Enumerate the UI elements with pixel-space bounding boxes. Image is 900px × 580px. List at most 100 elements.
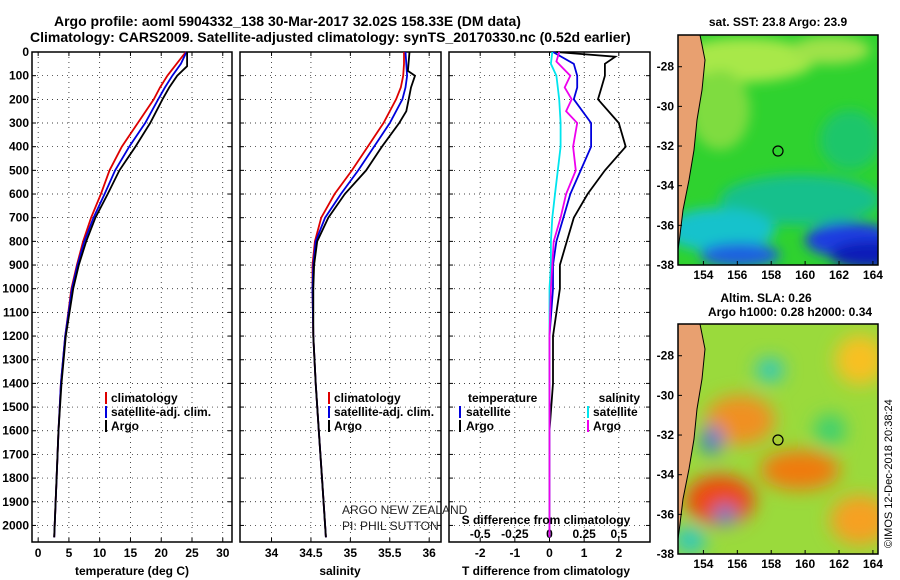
salinity-panel (239, 51, 442, 543)
map-x-tick-label: 158 (761, 557, 781, 571)
sst-coastline (678, 35, 706, 251)
credit-text: ARGO NEW ZEALAND (342, 503, 468, 517)
sla-high-patch (830, 495, 878, 545)
map-y-tick-label: -38 (657, 547, 675, 561)
map-y-tick-label: -36 (657, 218, 675, 232)
sla-high-patch (760, 450, 840, 490)
sst-warm-patch (690, 70, 750, 150)
x-tick-label: 30 (216, 546, 230, 560)
sla-map (678, 324, 878, 554)
depth-tick-label: 800 (9, 234, 29, 248)
sst-argo-marker (772, 145, 784, 157)
x-tick-label: 35.5 (378, 546, 402, 560)
sst-land (678, 35, 705, 250)
sla-map-frame (677, 323, 879, 555)
sla-map-title2: Argo h1000: 0.28 h2000: 0.34 (708, 305, 872, 319)
sla-coastline (678, 324, 706, 540)
depth-tick-label: 1800 (2, 471, 29, 485)
depth-tick-label: 1500 (2, 400, 29, 414)
top-x-tick-label: 0.25 (572, 527, 596, 541)
depth-tick-label: 700 (9, 211, 29, 225)
map-y-tick-label: -32 (657, 139, 675, 153)
tick-marks (32, 51, 650, 542)
x-tick-label: 36 (422, 546, 436, 560)
dotted-grid (32, 51, 650, 542)
legend-satellite: satellite-adj. clim. (334, 405, 434, 419)
depth-tick-label: 0 (22, 45, 29, 59)
series-line-satellite-adj-clim- (311, 51, 409, 538)
x-tick-label: 10 (93, 546, 107, 560)
sla-low-patch (702, 426, 722, 454)
legend-s-argo: Argo (593, 419, 621, 433)
sst-warm-patch (678, 38, 815, 82)
map-x-tick-label: 162 (829, 557, 849, 571)
depth-tick-label: 1900 (2, 495, 29, 509)
map-y-tick-label: -38 (657, 258, 675, 272)
pi-text: PI: PHIL SUTTON (342, 519, 439, 533)
x-tick-label: 2 (615, 546, 622, 560)
x-tick-label: 1 (581, 546, 588, 560)
map-x-tick-label: 164 (863, 268, 883, 282)
map-y-tick-label: -36 (657, 507, 675, 521)
sla-low-patch (814, 414, 846, 446)
depth-tick-label: 1600 (2, 424, 29, 438)
series-line-climatology (53, 51, 187, 538)
depth-tick-label: 500 (9, 163, 29, 177)
map-x-tick-label: 154 (693, 557, 713, 571)
sla-high-patch (705, 395, 775, 445)
depth-tick-label: 1200 (2, 329, 29, 343)
sla-high-patch (685, 475, 755, 525)
legend-temperature-title: temperature (468, 391, 538, 405)
depth-tick-label: 300 (9, 116, 29, 130)
top-x-tick-label: 0.5 (610, 527, 627, 541)
x-tick-label: 20 (155, 546, 169, 560)
map-x-tick-label: 162 (829, 268, 849, 282)
sst-map-ticks: 154 156 158 160 162 164 -28 -30 -32 -34 -36 -38 (657, 60, 884, 282)
map-y-tick-label: -34 (657, 468, 675, 482)
map-x-tick-label: 154 (693, 268, 713, 282)
watermark-text: ©IMOS 12-Dec-2018 20:38:24 (883, 399, 895, 548)
sla-map-title1: Altim. SLA: 0.26 (720, 291, 812, 305)
sla-low-patch (715, 505, 735, 525)
map-y-tick-label: -32 (657, 428, 675, 442)
x-tick-label: 0 (35, 546, 42, 560)
sst-map (678, 35, 878, 265)
sla-low-patch (756, 358, 784, 382)
depth-tick-label: 1000 (2, 282, 29, 296)
sst-cold-patch (830, 241, 878, 265)
sst-map-title: sat. SST: 23.8 Argo: 23.9 (709, 15, 848, 29)
depth-tick-label: 1300 (2, 353, 29, 367)
difference-legend: temperature satellite Argo salinity sate… (459, 391, 641, 433)
salinity-legend: climatology satellite-adj. clim. Argo (328, 391, 434, 433)
x-tick-labels: 0 5 10 15 20 25 30 34 34.5 35 35.5 36 -2 -1 0 1 2 -0.5 -0.… (35, 527, 628, 560)
depth-tick-label: 100 (9, 69, 29, 83)
salinity-xlabel: salinity (319, 564, 361, 578)
depth-tick-label: 900 (9, 258, 29, 272)
legend-argo: Argo (111, 419, 139, 433)
map-x-tick-label: 160 (795, 268, 815, 282)
difference-top-xlabel: S difference from climatology (462, 513, 631, 527)
temperature-xlabel: temperature (deg C) (75, 564, 189, 578)
profile-lines (53, 51, 627, 538)
sst-field (678, 36, 878, 265)
series-line-argo (53, 52, 188, 538)
sst-cool-patch (720, 175, 878, 225)
depth-tick-label: 2000 (2, 518, 29, 532)
legend-t-argo: Argo (466, 419, 494, 433)
x-tick-label: 5 (66, 546, 73, 560)
sla-field (678, 335, 878, 554)
depth-tick-label: 1400 (2, 376, 29, 390)
x-tick-label: 15 (124, 546, 138, 560)
x-tick-label: -2 (475, 546, 486, 560)
sla-map-ticks: 154 156 158 160 162 164 -28 -30 -32 -34 -36 -38 (657, 349, 884, 571)
x-tick-label: 34 (265, 546, 279, 560)
series-line-satellite-adj-clim- (53, 51, 188, 538)
x-tick-label: 0 (546, 546, 553, 560)
sst-cold-patch (700, 243, 780, 265)
map-x-tick-label: 158 (761, 268, 781, 282)
figure-title-line2: Climatology: CARS2009. Satellite-adjuste… (30, 29, 631, 45)
depth-tick-label: 1700 (2, 447, 29, 461)
temperature-panel (31, 51, 233, 543)
legend-salinity-title: salinity (599, 391, 641, 405)
legend-argo: Argo (334, 419, 362, 433)
